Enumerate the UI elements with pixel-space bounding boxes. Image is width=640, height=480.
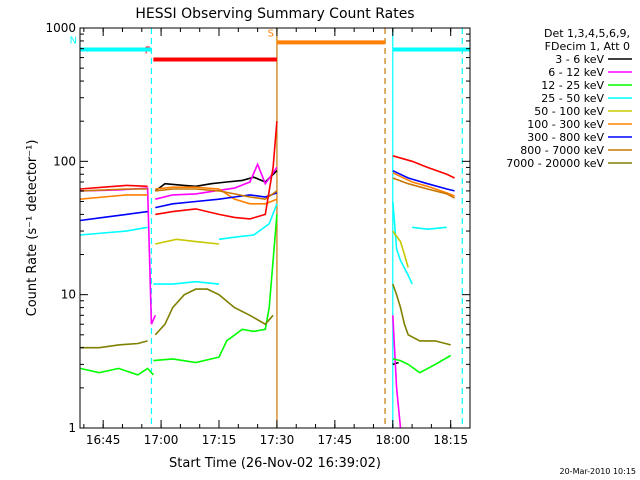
legend-entry: 3 - 6 keV <box>555 53 604 66</box>
series-line <box>155 121 278 220</box>
x-tick-label: 17:45 <box>318 433 353 447</box>
series-line <box>155 186 278 205</box>
chart-title: HESSI Observing Summary Count Rates <box>135 6 414 22</box>
series-line <box>150 314 157 325</box>
vertical-markers <box>150 28 463 428</box>
series-line <box>79 367 154 376</box>
annotation-label: S <box>268 28 274 39</box>
x-axis-label: Start Time (26-Nov-02 16:39:02) <box>169 456 381 471</box>
legend-entry: 100 - 300 keV <box>527 118 604 131</box>
series-line <box>155 162 278 200</box>
series-line <box>392 177 455 199</box>
x-tick-label: 17:30 <box>260 433 295 447</box>
series-line <box>155 238 220 245</box>
x-tick-label: 18:15 <box>433 433 468 447</box>
y-axis-label: Count Rate (s⁻¹ detector⁻¹) <box>25 140 40 317</box>
legend-entry: 300 - 800 keV <box>527 131 604 144</box>
legend-entry: 12 - 25 keV <box>541 79 604 92</box>
x-tick-label: 18:00 <box>375 433 410 447</box>
series-line <box>79 210 148 222</box>
x-tick-label: 17:00 <box>144 433 179 447</box>
legend: Det 1,3,4,5,6,9,FDecim 1, Att 03 - 6 keV… <box>506 27 632 170</box>
x-tick-label: 16:45 <box>86 433 121 447</box>
series-line <box>155 192 278 209</box>
series-line <box>153 280 220 285</box>
series-line <box>79 184 148 190</box>
y-tick-label: 10 <box>61 288 76 302</box>
series-line <box>154 288 274 336</box>
series-line <box>153 214 278 364</box>
series-line <box>79 188 148 192</box>
series-line <box>79 226 148 236</box>
series-line <box>155 188 278 201</box>
x-tick-label: 17:15 <box>202 433 237 447</box>
annotation-label: N <box>70 35 77 46</box>
legend-entry: 7000 - 20000 keV <box>506 157 604 170</box>
series-line <box>80 340 148 349</box>
series-line <box>392 201 413 285</box>
series-line <box>392 283 451 346</box>
footer-date: 20-Mar-2010 10:15 <box>560 467 637 476</box>
y-tick-label: 1 <box>68 421 76 435</box>
series-line <box>79 194 148 200</box>
series-line <box>412 226 447 231</box>
series-line <box>154 170 278 192</box>
series-line <box>392 354 452 374</box>
x-axis: 16:45 17:00 17:15 17:30 17:45 18:00 18:15 <box>83 28 468 447</box>
series-line <box>218 203 278 241</box>
series-line <box>392 230 409 268</box>
series-line <box>392 169 455 192</box>
legend-entry: 25 - 50 keV <box>541 92 604 105</box>
series-line <box>392 315 402 429</box>
y-tick-label: 100 <box>53 154 76 168</box>
series-group <box>79 121 455 429</box>
annotation-bars: FSN <box>70 28 470 62</box>
plot-frame <box>79 27 471 429</box>
legend-entry: 50 - 100 keV <box>534 105 604 118</box>
legend-header: Det 1,3,4,5,6,9, <box>544 27 630 40</box>
legend-entry: 6 - 12 keV <box>548 66 604 79</box>
y-tick-label: 1000 <box>45 21 76 35</box>
legend-entry: 800 - 7000 keV <box>520 144 604 157</box>
y-axis: 1 10 100 1000 <box>45 21 470 435</box>
series-line <box>392 172 455 197</box>
legend-header: FDecim 1, Att 0 <box>545 40 630 53</box>
series-line <box>392 155 455 179</box>
